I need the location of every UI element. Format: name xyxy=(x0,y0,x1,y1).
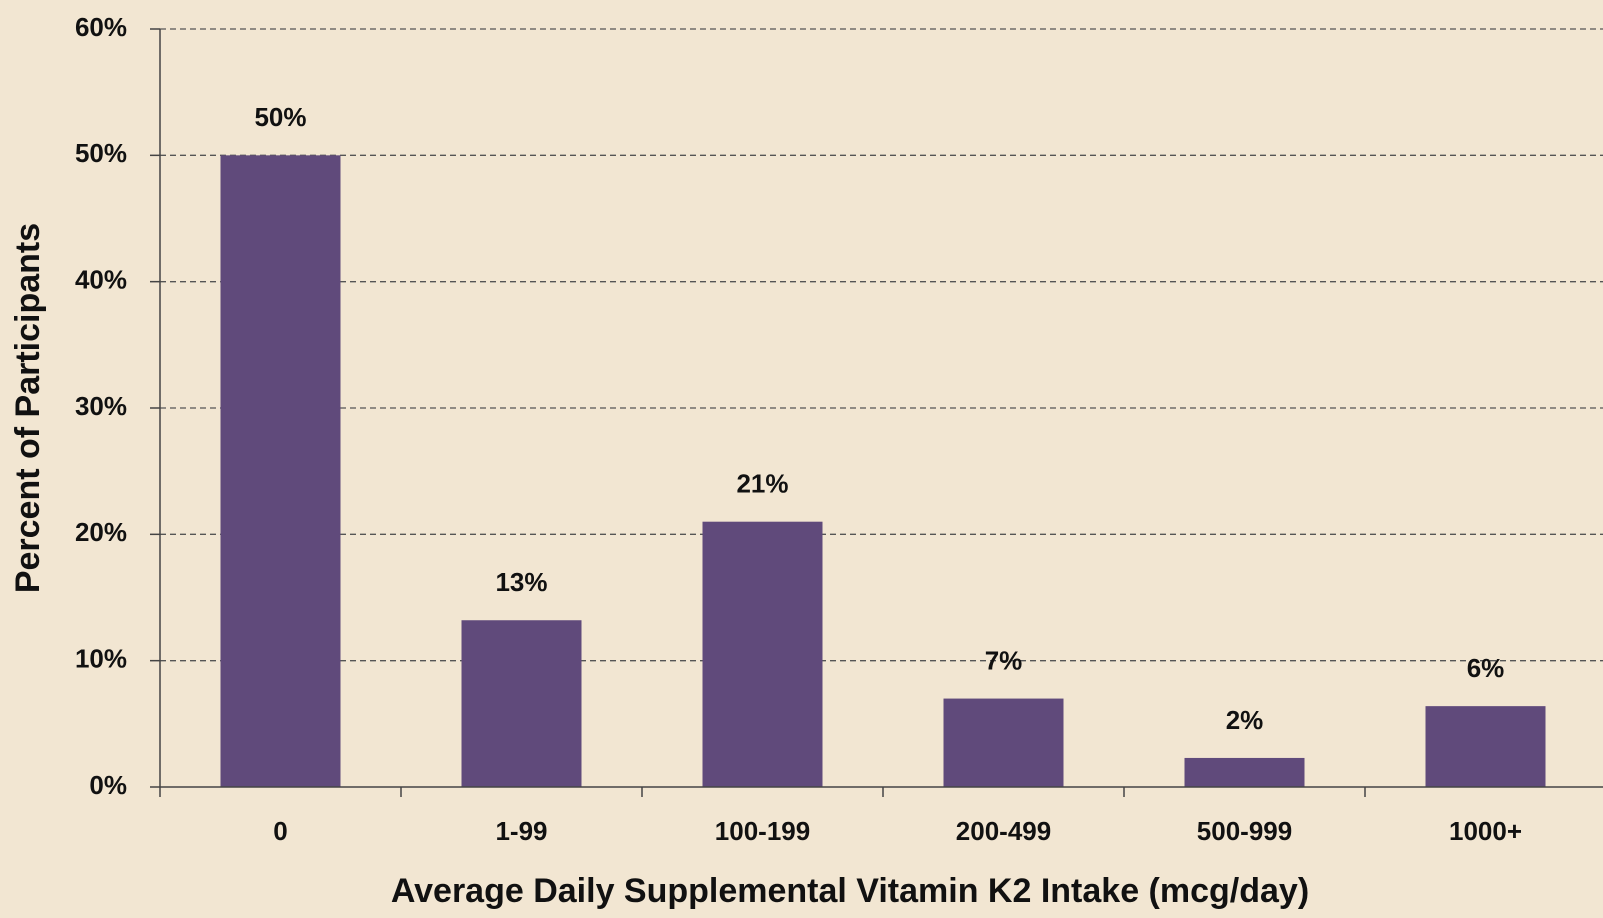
data-label: 13% xyxy=(495,567,547,597)
y-tick-label: 60% xyxy=(75,12,127,42)
bar xyxy=(461,620,582,787)
data-label: 7% xyxy=(985,645,1023,675)
bar xyxy=(1184,757,1305,787)
x-tick-label: 1-99 xyxy=(495,816,547,846)
bar xyxy=(220,155,341,788)
data-label: 21% xyxy=(736,469,788,499)
y-tick-label: 10% xyxy=(75,644,127,674)
x-tick-label: 0 xyxy=(273,816,287,846)
y-tick-label: 0% xyxy=(89,770,127,800)
data-label: 2% xyxy=(1226,705,1264,735)
x-tick-label: 100-199 xyxy=(715,816,810,846)
y-tick-label: 40% xyxy=(75,265,127,295)
x-tick-label: 200-499 xyxy=(956,816,1051,846)
bar xyxy=(943,698,1064,787)
x-tick-label: 1000+ xyxy=(1449,816,1522,846)
y-tick-label: 50% xyxy=(75,138,127,168)
y-tick-label: 20% xyxy=(75,517,127,547)
x-axis-title: Average Daily Supplemental Vitamin K2 In… xyxy=(391,872,1309,910)
data-label: 6% xyxy=(1467,653,1505,683)
bar xyxy=(702,521,823,787)
x-tick-label: 500-999 xyxy=(1197,816,1292,846)
data-label: 50% xyxy=(254,102,306,132)
y-tick-label: 30% xyxy=(75,391,127,421)
bar xyxy=(1425,706,1546,787)
y-axis-title: Percent of Participants xyxy=(9,223,47,593)
